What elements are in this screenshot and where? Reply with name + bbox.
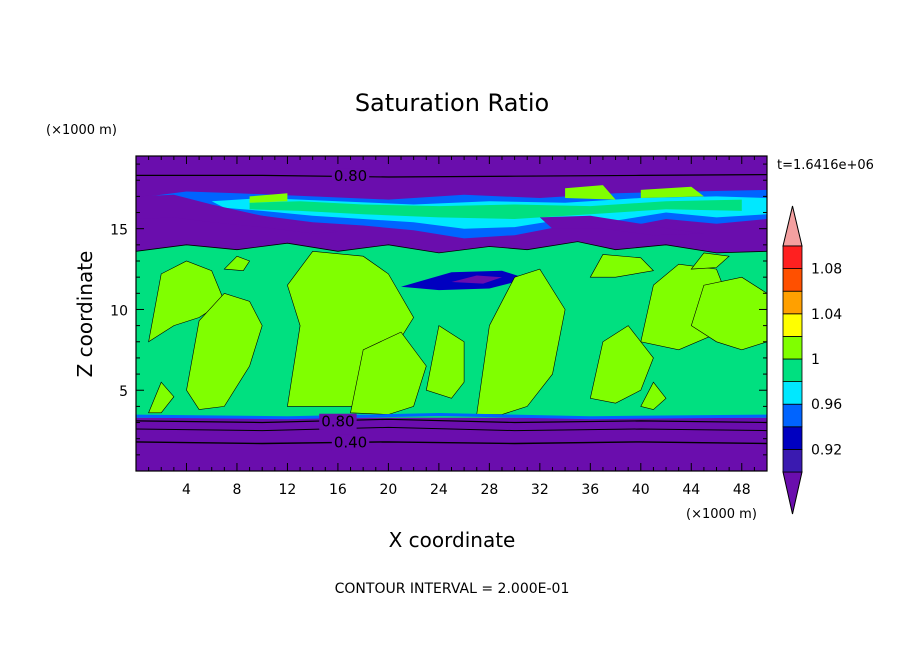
supersaturated-plume-11 [690, 252, 730, 270]
y-axis-title: Z coordinate [73, 251, 97, 378]
contour-label-bg-1 [331, 168, 370, 185]
supersaturated-plume-13 [425, 325, 465, 399]
supersaturated-plume-7 [589, 325, 654, 404]
supersaturated-plume-6 [148, 381, 175, 414]
contour-0.40-lower [136, 441, 767, 445]
supersaturated-plume-9 [690, 276, 767, 351]
x-tick-label-28: 28 [480, 482, 498, 498]
x-tick-label-48: 48 [733, 482, 751, 498]
supersaturated-plume-2 [186, 292, 263, 410]
contour-0.80-lower [136, 418, 767, 424]
colorbar-label-5: 1.08 [811, 262, 842, 278]
x-tick-label-16: 16 [329, 482, 347, 498]
colorbar-segment-5 [782, 358, 803, 383]
x-tick-label-12: 12 [279, 482, 297, 498]
colorbar: 0.92 0.96 1 1.04 1.08 [782, 205, 842, 515]
supersaturated-plume-10 [589, 254, 655, 278]
band-patch-2 [565, 185, 616, 200]
colorbar-label-2: 0.96 [811, 397, 842, 413]
contour-1.00-upper [136, 241, 767, 254]
x-unit-label: (×1000 m) [686, 507, 757, 522]
colorbar-segment-10 [782, 245, 803, 270]
band-purple-right [539, 215, 704, 236]
contour-label-bg-2 [319, 413, 357, 430]
colorbar-segment-2 [782, 426, 803, 450]
region-band-green [249, 199, 742, 219]
saturation-field [136, 156, 767, 471]
x-tick-label-36: 36 [581, 482, 599, 498]
colorbar-segment-6 [782, 335, 803, 360]
time-label: t=1.6416e+06 [777, 158, 874, 173]
colorbar-segment-7 [782, 313, 803, 337]
colorbar-segment-1 [782, 448, 803, 473]
x-axis-title: X coordinate [389, 528, 516, 552]
contour-label-1: 0.80 [334, 167, 367, 185]
colorbar-segment-8 [782, 290, 803, 315]
colorbar-over-triangle [782, 205, 803, 247]
band-patch-3 [640, 186, 704, 198]
y-unit-label: (×1000 m) [46, 123, 117, 138]
x-tick-label-20: 20 [379, 482, 397, 498]
x-tick-label-44: 44 [682, 482, 700, 498]
contour-0.80-upper [136, 174, 767, 178]
colorbar-under-triangle [782, 471, 803, 515]
supersaturated-plume-14 [640, 381, 667, 410]
colorbar-label-1: 0.92 [811, 442, 842, 458]
supersaturated-plume-12 [223, 255, 251, 272]
contour-0.60-lower [136, 426, 767, 432]
contour-label-bg-3 [331, 434, 370, 451]
contour-label-2: 0.80 [321, 413, 354, 431]
contour-interval-note: CONTOUR INTERVAL = 2.000E-01 [335, 581, 570, 597]
dark-blue-core [451, 275, 502, 284]
colorbar-label-3: 1 [811, 352, 820, 368]
supersaturated-plume-1 [148, 260, 225, 343]
y-tick-label-15: 15 [110, 223, 128, 239]
colorbar-segment-9 [782, 268, 803, 292]
colorbar-segment-3 [782, 403, 803, 428]
band-purple-left [136, 194, 338, 234]
colorbar-label-4: 1.04 [811, 307, 842, 323]
band-patch-1 [249, 193, 288, 203]
supersaturated-plume-5 [476, 268, 566, 415]
lower-band-edge [136, 412, 767, 420]
contour-labels: 0.80 0.80 0.40 [319, 167, 370, 452]
x-tick-label-4: 4 [182, 482, 191, 498]
x-tick-label-40: 40 [632, 482, 650, 498]
x-tick-label-24: 24 [430, 482, 448, 498]
x-tick-label-32: 32 [531, 482, 549, 498]
y-tick-label-10: 10 [110, 303, 128, 319]
chart-title: Saturation Ratio [355, 89, 549, 117]
colorbar-segment-4 [782, 381, 803, 405]
y-tick-label-5: 5 [119, 384, 128, 400]
x-tick-label-8: 8 [232, 482, 241, 498]
contour-label-3: 0.40 [334, 434, 367, 452]
